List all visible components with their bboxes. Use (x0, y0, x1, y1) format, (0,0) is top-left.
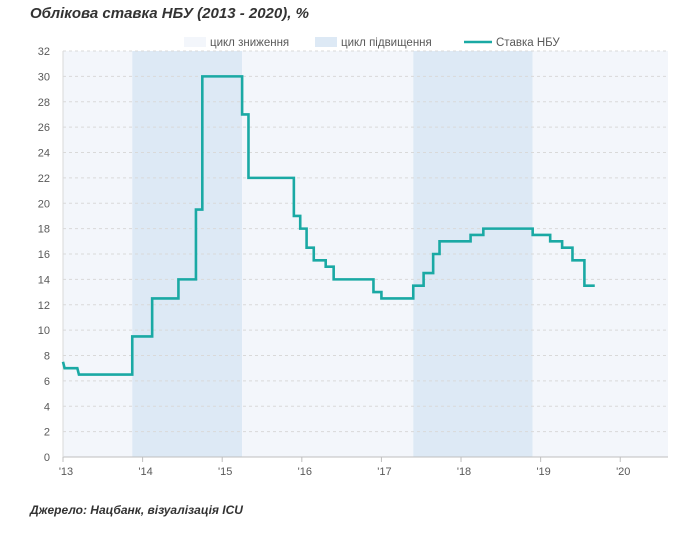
gridlines (63, 50, 668, 433)
x-tick-label-2015: '15 (218, 466, 232, 478)
y-tick-label-18: 18 (38, 224, 50, 236)
band-1 (63, 51, 133, 457)
series-layer (61, 75, 595, 376)
y-tick-label-28: 28 (38, 97, 50, 109)
x-tick-label-2013: '13 (59, 466, 73, 478)
y-tick-label-4: 4 (44, 401, 50, 413)
band-2 (132, 51, 243, 457)
y-tick-label-24: 24 (38, 148, 50, 160)
chart-title: Облікова ставка НБУ (2013 - 2020), % (30, 5, 309, 22)
source-note: Джерело: Нацбанк, візуалізація ICU (30, 503, 243, 517)
x-tick-label-2017: '17 (377, 466, 391, 478)
y-tick-label-16: 16 (38, 249, 50, 261)
legend-label-1: цикл зниження (210, 37, 289, 49)
y-tick-label-30: 30 (38, 71, 50, 83)
legend-swatch-2 (315, 37, 337, 47)
x-tick-label-2016: '16 (298, 466, 312, 478)
series-line-1 (61, 75, 595, 376)
legend-label-3: Ставка НБУ (496, 37, 560, 49)
y-tick-label-26: 26 (38, 122, 50, 134)
x-tick-label-2014: '14 (138, 466, 152, 478)
x-tick-label-2018: '18 (457, 466, 471, 478)
x-tick-label-2020: '20 (616, 466, 630, 478)
y-tick-label-8: 8 (44, 351, 50, 363)
y-tick-label-6: 6 (44, 376, 50, 388)
legend: цикл зниження цикл підвищення Ставка НБУ (184, 37, 560, 49)
y-tick-label-32: 32 (38, 46, 50, 58)
x-tick-label-2019: '19 (536, 466, 550, 478)
y-tick-label-22: 22 (38, 173, 50, 185)
y-tick-label-10: 10 (38, 325, 50, 337)
y-tick-label-20: 20 (38, 198, 50, 210)
legend-swatch-1 (184, 37, 206, 47)
y-tick-label-14: 14 (38, 274, 50, 286)
axes: 02468101214161820222426283032'13'14'15'1… (38, 46, 668, 478)
y-tick-label-2: 2 (44, 427, 50, 439)
y-tick-label-12: 12 (38, 300, 50, 312)
y-tick-label-0: 0 (44, 452, 50, 464)
legend-label-2: цикл підвищення (341, 37, 432, 49)
